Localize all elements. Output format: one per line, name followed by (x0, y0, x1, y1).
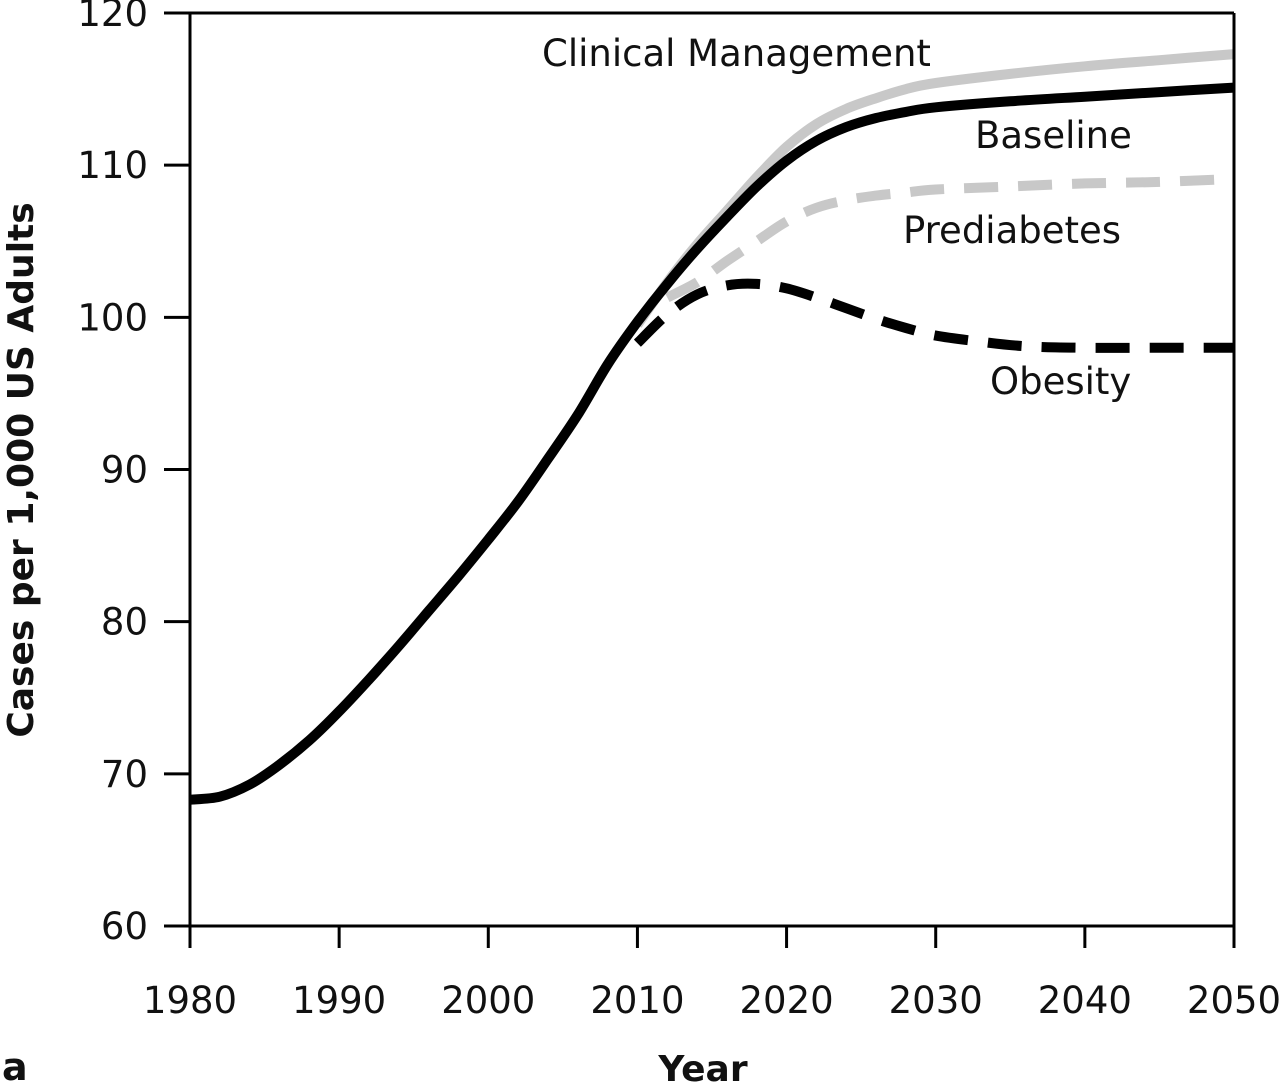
series-label-obesity: Obesity (990, 360, 1131, 403)
x-tick-label: 2030 (889, 979, 983, 1022)
y-tick-label: 120 (77, 0, 148, 35)
y-axis-title: Cases per 1,000 US Adults (1, 202, 42, 737)
x-tick-label: 2050 (1187, 979, 1280, 1022)
series-label-clinical-management: Clinical Management (542, 32, 931, 75)
series-line-baseline (189, 82, 1235, 805)
y-tick-label: 90 (101, 449, 148, 492)
y-tick-label: 100 (77, 296, 148, 339)
y-tick-label: 80 (101, 601, 148, 644)
series-line-obesity (633, 278, 1234, 353)
y-tick-label: 60 (101, 905, 148, 948)
x-tick-label: 2020 (739, 979, 833, 1022)
x-tick-label: 1990 (292, 979, 386, 1022)
x-tick-label: 2010 (590, 979, 684, 1022)
x-tick-label: 1980 (143, 979, 237, 1022)
series-label-prediabetes: Prediabetes (903, 209, 1121, 252)
labels-layer: Clinical Management Baseline Prediabetes… (1, 32, 1132, 1084)
series-line-prediabetes (664, 173, 1235, 303)
x-axis-title: Year (657, 1049, 747, 1084)
x-tick-label: 2000 (441, 979, 535, 1022)
series-layer (189, 49, 1235, 805)
ticks-layer: 1980 1990 2000 2010 2020 2030 2040 2050 60 70 80 90… (77, 0, 1280, 1022)
x-tick-label: 2040 (1038, 979, 1132, 1022)
series-label-baseline: Baseline (975, 114, 1132, 157)
y-tick-label: 110 (77, 144, 148, 187)
y-tick-label: 70 (101, 753, 148, 796)
panel-label: a (2, 1045, 28, 1084)
